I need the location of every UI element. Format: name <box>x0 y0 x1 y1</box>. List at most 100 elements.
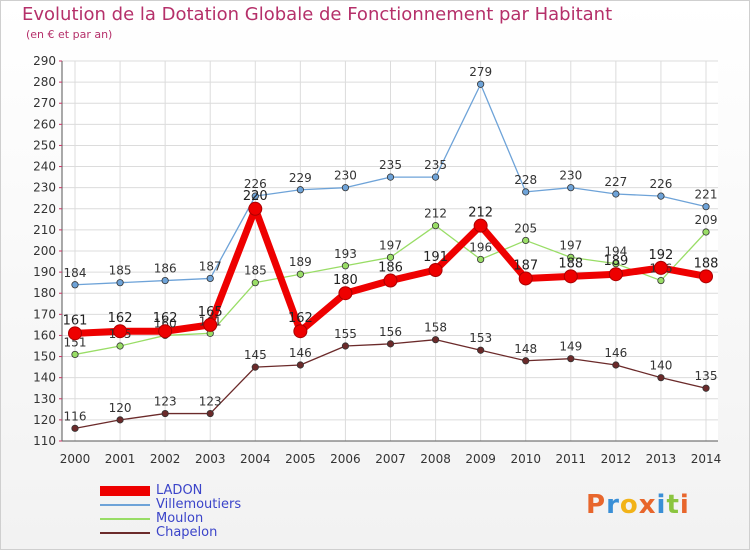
data-point <box>431 222 440 230</box>
data-point <box>206 409 214 418</box>
y-tick-label: 210 <box>33 223 56 237</box>
data-label: 148 <box>514 342 537 356</box>
x-tick-label: 2005 <box>285 452 316 466</box>
y-tick-label: 240 <box>33 160 56 174</box>
data-label: 192 <box>649 248 674 263</box>
data-label: 156 <box>379 325 402 339</box>
data-label: 235 <box>424 158 447 172</box>
legend-label: Villemoutiers <box>156 497 242 512</box>
data-label: 189 <box>603 254 628 269</box>
y-tick-label: 160 <box>33 328 56 342</box>
y-tick-label: 290 <box>33 54 56 68</box>
data-label: 212 <box>468 206 493 221</box>
data-label: 184 <box>64 266 87 280</box>
data-point <box>522 236 530 245</box>
data-label: 194 <box>604 245 627 259</box>
y-tick-label: 200 <box>33 244 56 258</box>
y-tick-label: 110 <box>33 434 56 448</box>
data-label: 226 <box>649 177 672 191</box>
data-point <box>113 324 128 339</box>
data-label: 229 <box>289 171 312 185</box>
data-label: 221 <box>695 188 718 202</box>
data-label: 162 <box>288 311 313 326</box>
x-tick-label: 2011 <box>556 452 587 466</box>
y-tick-label: 230 <box>33 181 56 195</box>
data-label: 188 <box>694 256 719 271</box>
data-label: 116 <box>64 409 87 423</box>
data-point <box>161 409 169 418</box>
data-label: 162 <box>108 311 133 326</box>
logo-letter: o <box>619 490 639 520</box>
data-point <box>68 326 82 341</box>
data-label: 153 <box>469 331 492 345</box>
y-tick-label: 170 <box>33 307 56 321</box>
logo-letter: P <box>586 490 607 520</box>
data-label: 212 <box>424 207 447 221</box>
legend-swatch <box>100 504 150 506</box>
y-tick-label: 220 <box>33 202 56 216</box>
data-label: 146 <box>289 346 312 360</box>
logo-letter: i <box>679 490 690 520</box>
y-tick-label: 130 <box>33 392 56 406</box>
legend-swatch <box>100 518 150 520</box>
logo-letter: x <box>638 490 657 520</box>
logo-letter: i <box>656 490 667 520</box>
data-label: 185 <box>109 264 132 278</box>
y-tick-label: 190 <box>33 265 56 279</box>
line-chart: 110 120 130 140 150 160 170 180 190 200 210 220 230 2… <box>33 54 721 466</box>
data-point <box>657 276 665 285</box>
data-label: 162 <box>153 311 178 326</box>
data-label: 186 <box>378 261 403 276</box>
data-point <box>206 274 214 283</box>
data-point <box>341 184 350 192</box>
data-point <box>158 324 173 339</box>
data-point <box>702 384 710 392</box>
data-point <box>251 279 259 287</box>
data-point <box>477 346 485 354</box>
data-label: 191 <box>423 250 448 265</box>
data-point <box>653 260 668 275</box>
data-label: 151 <box>64 335 87 349</box>
x-tick-label: 2012 <box>601 452 632 466</box>
y-tick-label: 120 <box>33 413 56 427</box>
data-point <box>518 271 533 286</box>
data-point <box>702 203 710 211</box>
legend-label: Chapelon <box>156 525 218 540</box>
data-label: 160 <box>154 316 177 330</box>
data-label: 205 <box>514 221 537 235</box>
data-label: 226 <box>244 177 267 191</box>
data-point <box>657 374 665 382</box>
x-tick-label: 2009 <box>465 452 496 466</box>
data-label: 209 <box>695 213 718 227</box>
data-label: 228 <box>514 173 537 187</box>
data-label: 235 <box>379 158 402 172</box>
data-label: 189 <box>289 255 312 269</box>
data-point <box>296 361 304 369</box>
data-label: 187 <box>199 259 222 273</box>
data-label: 123 <box>199 395 222 409</box>
data-label: 123 <box>154 395 177 409</box>
data-label: 140 <box>649 359 672 373</box>
data-point <box>386 340 395 348</box>
data-point <box>293 324 308 339</box>
data-point <box>612 361 620 369</box>
data-label: 145 <box>244 348 267 362</box>
x-tick-label: 2004 <box>240 452 271 466</box>
x-tick-label: 2008 <box>420 452 451 466</box>
data-point <box>71 424 79 432</box>
data-point <box>116 279 124 287</box>
y-tick-label: 280 <box>33 75 56 89</box>
data-point <box>383 273 398 288</box>
y-tick-label: 250 <box>33 138 56 152</box>
data-label: 230 <box>334 169 357 183</box>
data-point <box>567 253 575 261</box>
data-label: 165 <box>198 305 223 320</box>
x-tick-label: 2007 <box>375 452 406 466</box>
data-label: 197 <box>559 238 582 252</box>
data-label: 196 <box>469 240 492 254</box>
data-point <box>522 357 530 365</box>
data-point <box>71 350 79 359</box>
data-label: 188 <box>558 256 583 271</box>
x-tick-label: 2006 <box>330 452 361 466</box>
data-label: 149 <box>559 340 582 354</box>
